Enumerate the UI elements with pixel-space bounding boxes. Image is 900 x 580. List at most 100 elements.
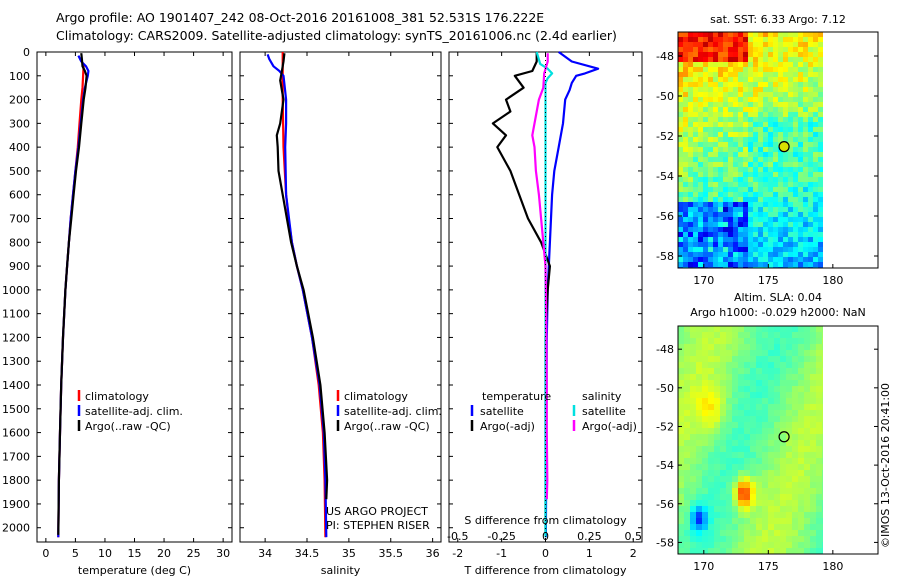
sst-map-cell [698, 107, 703, 112]
sst-map-cell [808, 252, 813, 257]
sla-map-cell [708, 344, 714, 350]
sst-map-cell [723, 82, 728, 87]
sla-map-cell [756, 548, 762, 554]
sla-map-cell [762, 326, 768, 332]
sla-map-cell [804, 536, 810, 542]
sla-map-cell [822, 518, 823, 524]
sst-map-cell [688, 177, 693, 182]
sst-map-cell [738, 52, 743, 57]
difference-xtick-label: -2 [452, 547, 463, 560]
sst-map-cell [683, 232, 688, 237]
sla-map-cell [792, 368, 798, 374]
sst-map-cell [688, 182, 693, 187]
sst-map-cell [683, 242, 688, 247]
sst-map-cell [693, 87, 698, 92]
sst-map-cell [678, 137, 683, 142]
sla-map-cell [810, 338, 816, 344]
sla-map-xtick-label: 175 [758, 560, 779, 573]
sst-map-cell [783, 232, 788, 237]
sla-map-cell [678, 350, 684, 356]
sst-map-cell [753, 32, 758, 37]
sst-map-cell [813, 227, 818, 232]
sst-map-cell [683, 52, 688, 57]
sla-map-ytick-label: -56 [656, 498, 674, 511]
sst-map-cell [798, 112, 803, 117]
sst-map-cell [753, 262, 758, 267]
sst-map-cell [723, 142, 728, 147]
sla-map-cell [774, 428, 780, 434]
sst-map-cell [758, 202, 763, 207]
sla-map-cell [804, 392, 810, 398]
sst-map-cell [778, 232, 783, 237]
sst-map-cell [733, 57, 738, 62]
sst-map-cell [718, 147, 723, 152]
sla-map-cell [720, 428, 726, 434]
sla-map-cell [702, 446, 708, 452]
sla-map-cell [720, 446, 726, 452]
sst-map-cell [803, 67, 808, 72]
sst-map-cell [763, 32, 768, 37]
sla-map-cell [768, 446, 774, 452]
sla-map-cell [732, 506, 738, 512]
sst-map-cell [803, 112, 808, 117]
sla-map-cell [690, 392, 696, 398]
sla-map-cell [690, 362, 696, 368]
sst-map-cell [678, 67, 683, 72]
sla-map-cell [738, 350, 744, 356]
sla-map-cell [714, 512, 720, 518]
sst-map-cell [678, 262, 683, 267]
sst-map-cell [698, 257, 703, 262]
sst-map-cell [693, 82, 698, 87]
sla-map-cell [732, 482, 738, 488]
sla-map-cell [774, 488, 780, 494]
sst-map-axes-frame [677, 31, 879, 269]
sst-map-cell [713, 127, 718, 132]
sst-map-cell [813, 97, 818, 102]
sla-map-cell [792, 446, 798, 452]
sla-map-cell [690, 422, 696, 428]
sla-map-cell [708, 368, 714, 374]
sla-map-cell [678, 506, 684, 512]
sla-map-cell [816, 398, 822, 404]
sla-map-cell [696, 356, 702, 362]
sst-map-cell [728, 32, 733, 37]
sla-map-cell [780, 350, 786, 356]
sst-map-cell [708, 32, 713, 37]
sst-map-cell [748, 92, 753, 97]
sla-map-cell [756, 392, 762, 398]
sla-map-cell [708, 332, 714, 338]
sst-map-cell [718, 57, 723, 62]
sst-map-cell [698, 127, 703, 132]
sst-map-cell [758, 62, 763, 67]
sst-map-cell [683, 72, 688, 77]
sst-map-cell [718, 127, 723, 132]
sst-map-cell [818, 92, 823, 97]
sst-map-cell [683, 92, 688, 97]
sla-map-cell [690, 416, 696, 422]
sst-map-cell [768, 92, 773, 97]
sst-map-cell [778, 117, 783, 122]
sla-map-cell [792, 374, 798, 380]
sst-map-cell [798, 142, 803, 147]
sla-map-cell [708, 434, 714, 440]
sst-map-cell [763, 67, 768, 72]
sla-map-cell [690, 356, 696, 362]
sla-map-cell [792, 380, 798, 386]
sst-map-cell [778, 77, 783, 82]
sla-map-cell [822, 452, 823, 458]
sst-map-cell [753, 197, 758, 202]
sla-map-cell [750, 440, 756, 446]
sla-map-cell [738, 368, 744, 374]
sla-map-cell [756, 476, 762, 482]
sla-map-cell [684, 488, 690, 494]
difference-top-tick-label: -0.5 [447, 530, 468, 543]
sst-map-cell [678, 72, 683, 77]
sla-map-cell [738, 326, 744, 332]
sst-map-cell [743, 57, 748, 62]
sla-map-cell [726, 332, 732, 338]
sla-map-cell [696, 410, 702, 416]
depth-tick-label: 1100 [2, 308, 30, 321]
sst-map-cell [738, 137, 743, 142]
sst-map-cell [693, 157, 698, 162]
sla-map-cell [786, 410, 792, 416]
